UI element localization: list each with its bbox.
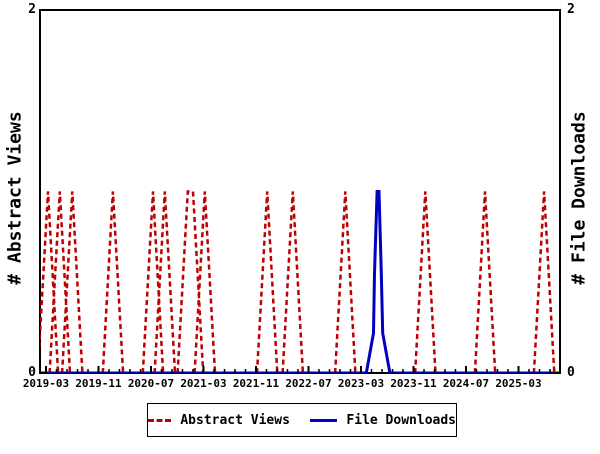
legend-label-abstract-views: Abstract Views	[180, 412, 290, 428]
left-axis-title: # Abstract Views	[4, 111, 26, 285]
x-tick-label: 2020-07	[127, 377, 175, 390]
file-downloads-line-sample	[309, 418, 338, 422]
abstract-views-series	[40, 190, 556, 373]
x-tick-label: 2021-03	[180, 377, 227, 390]
abstract-views-line-sample	[148, 418, 172, 422]
right-axis-title: # File Downloads	[568, 111, 590, 285]
y-tick-label: 0	[28, 365, 36, 380]
x-tick-label: 2025-03	[495, 377, 542, 390]
legend-label-file-downloads: File Downloads	[346, 412, 456, 428]
legend: Abstract Views File Downloads	[147, 403, 457, 437]
file-downloads-series	[40, 190, 560, 373]
x-axis-ticks	[45, 366, 551, 373]
y-tick-label: 2	[28, 2, 36, 17]
x-tick-label: 2023-03	[337, 377, 385, 390]
x-tick-label: 2022-07	[285, 377, 332, 390]
y-tick-label: 0	[567, 365, 575, 380]
x-tick-label: 2024-07	[442, 377, 490, 390]
x-tick-label: 2019-11	[75, 377, 122, 390]
x-tick-label: 2021-11	[232, 377, 280, 390]
x-tick-label: 2019-03	[22, 377, 70, 390]
x-tick-label: 2023-11	[390, 377, 437, 390]
y-axis-ticks	[40, 9, 560, 374]
y-tick-label: 2	[567, 2, 575, 17]
